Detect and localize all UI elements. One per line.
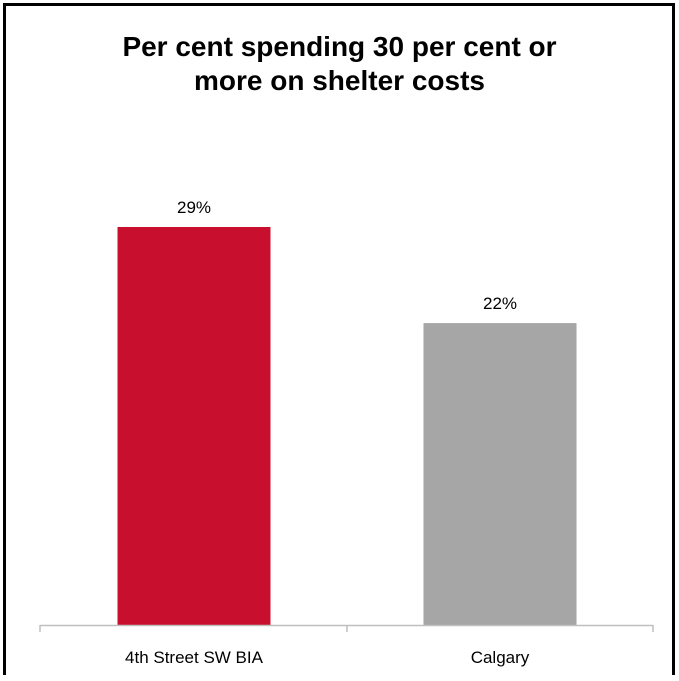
category-label-2: Calgary (471, 648, 530, 667)
category-label-1: 4th Street SW BIA (125, 648, 264, 667)
chart-title: Per cent spending 30 per cent or more on… (0, 30, 679, 98)
bar-2 (423, 323, 577, 625)
chart-title-line-1: Per cent spending 30 per cent or (122, 31, 557, 62)
chart-title-line-2: more on shelter costs (194, 65, 485, 96)
bar-group (117, 227, 577, 625)
data-label-2: 22% (483, 294, 517, 313)
tick-label-group: 4th Street SW BIA Calgary (125, 648, 530, 667)
data-label-1: 29% (177, 198, 211, 217)
data-label-group: 29% 22% (177, 198, 517, 313)
x-axis (39, 624, 654, 632)
bar-1 (117, 227, 271, 625)
